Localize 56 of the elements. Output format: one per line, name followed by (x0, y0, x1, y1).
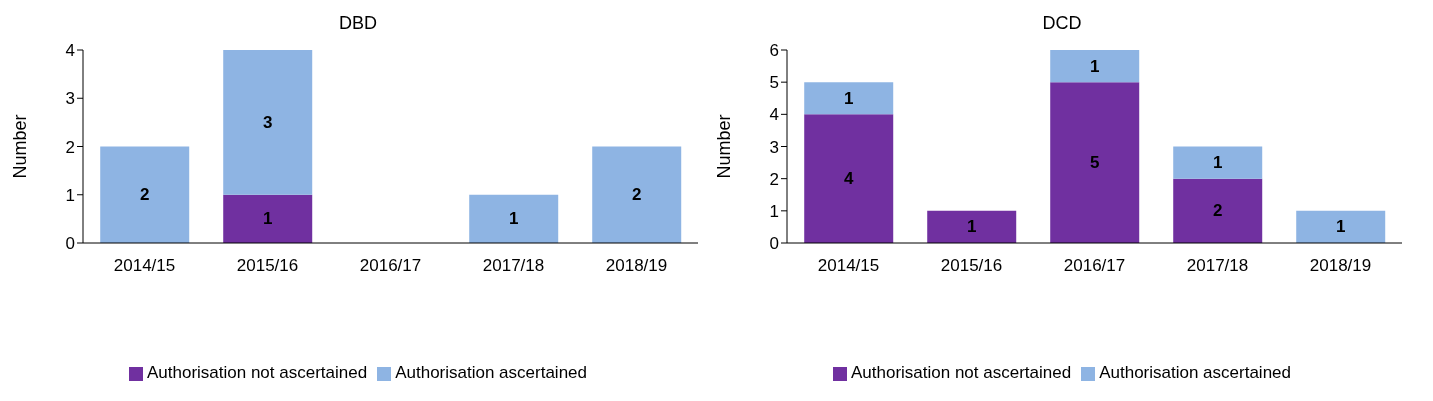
x-tick-label: 2018/19 (1309, 256, 1372, 276)
legend-label: Authorisation ascertained (395, 363, 588, 382)
data-label: 2 (139, 185, 150, 205)
data-label: 2 (631, 185, 642, 205)
x-tick-label: 2016/17 (1063, 256, 1126, 276)
data-label: 1 (508, 209, 519, 229)
y-tick-label: 4 (65, 41, 75, 61)
bar (1173, 178, 1263, 243)
data-label: 1 (1089, 56, 1100, 76)
y-tick-label: 4 (769, 105, 779, 125)
bar (100, 146, 190, 243)
y-tick-label: 0 (769, 234, 779, 254)
y-tick-label: 5 (769, 73, 779, 93)
bar (592, 146, 682, 243)
bar (1050, 50, 1140, 83)
x-tick-label: 2014/15 (113, 256, 176, 276)
bar (1050, 82, 1140, 243)
bar (223, 194, 313, 243)
data-label: 1 (966, 217, 977, 237)
x-tick-label: 2014/15 (817, 256, 880, 276)
y-axis-title: Number (10, 114, 31, 179)
bar (804, 114, 894, 243)
legend-label: Authorisation ascertained (1099, 363, 1292, 382)
chart-title: DBD (338, 12, 378, 35)
data-label: 1 (1212, 153, 1223, 173)
y-tick-label: 6 (769, 41, 779, 61)
y-tick-label: 1 (769, 201, 779, 221)
bar (223, 50, 313, 195)
y-axis-title: Number (714, 114, 735, 179)
x-tick-label: 2017/18 (482, 256, 545, 276)
y-tick-label: 0 (65, 234, 75, 254)
bar (469, 194, 559, 243)
x-tick-label: 2017/18 (1186, 256, 1249, 276)
y-tick-label: 1 (65, 185, 75, 205)
data-label: 2 (1212, 201, 1223, 221)
data-label: 4 (843, 169, 854, 189)
x-tick-label: 2015/16 (236, 256, 299, 276)
y-tick-label: 2 (769, 169, 779, 189)
data-label: 1 (1335, 217, 1346, 237)
data-label: 1 (843, 88, 854, 108)
x-tick-label: 2016/17 (359, 256, 422, 276)
data-label: 3 (262, 112, 273, 132)
x-tick-label: 2018/19 (605, 256, 668, 276)
legend-label: Authorisation not ascertained (850, 363, 1072, 382)
data-label: 1 (262, 209, 273, 229)
y-tick-label: 3 (769, 137, 779, 157)
bar (927, 210, 1017, 243)
bar (804, 82, 894, 115)
x-tick-label: 2015/16 (940, 256, 1003, 276)
y-tick-label: 3 (65, 89, 75, 109)
data-label: 5 (1089, 153, 1100, 173)
y-tick-label: 2 (65, 137, 75, 157)
chart-title: DCD (1041, 12, 1083, 35)
legend-label: Authorisation not ascertained (146, 363, 368, 382)
bar (1296, 210, 1386, 243)
bar (1173, 146, 1263, 179)
